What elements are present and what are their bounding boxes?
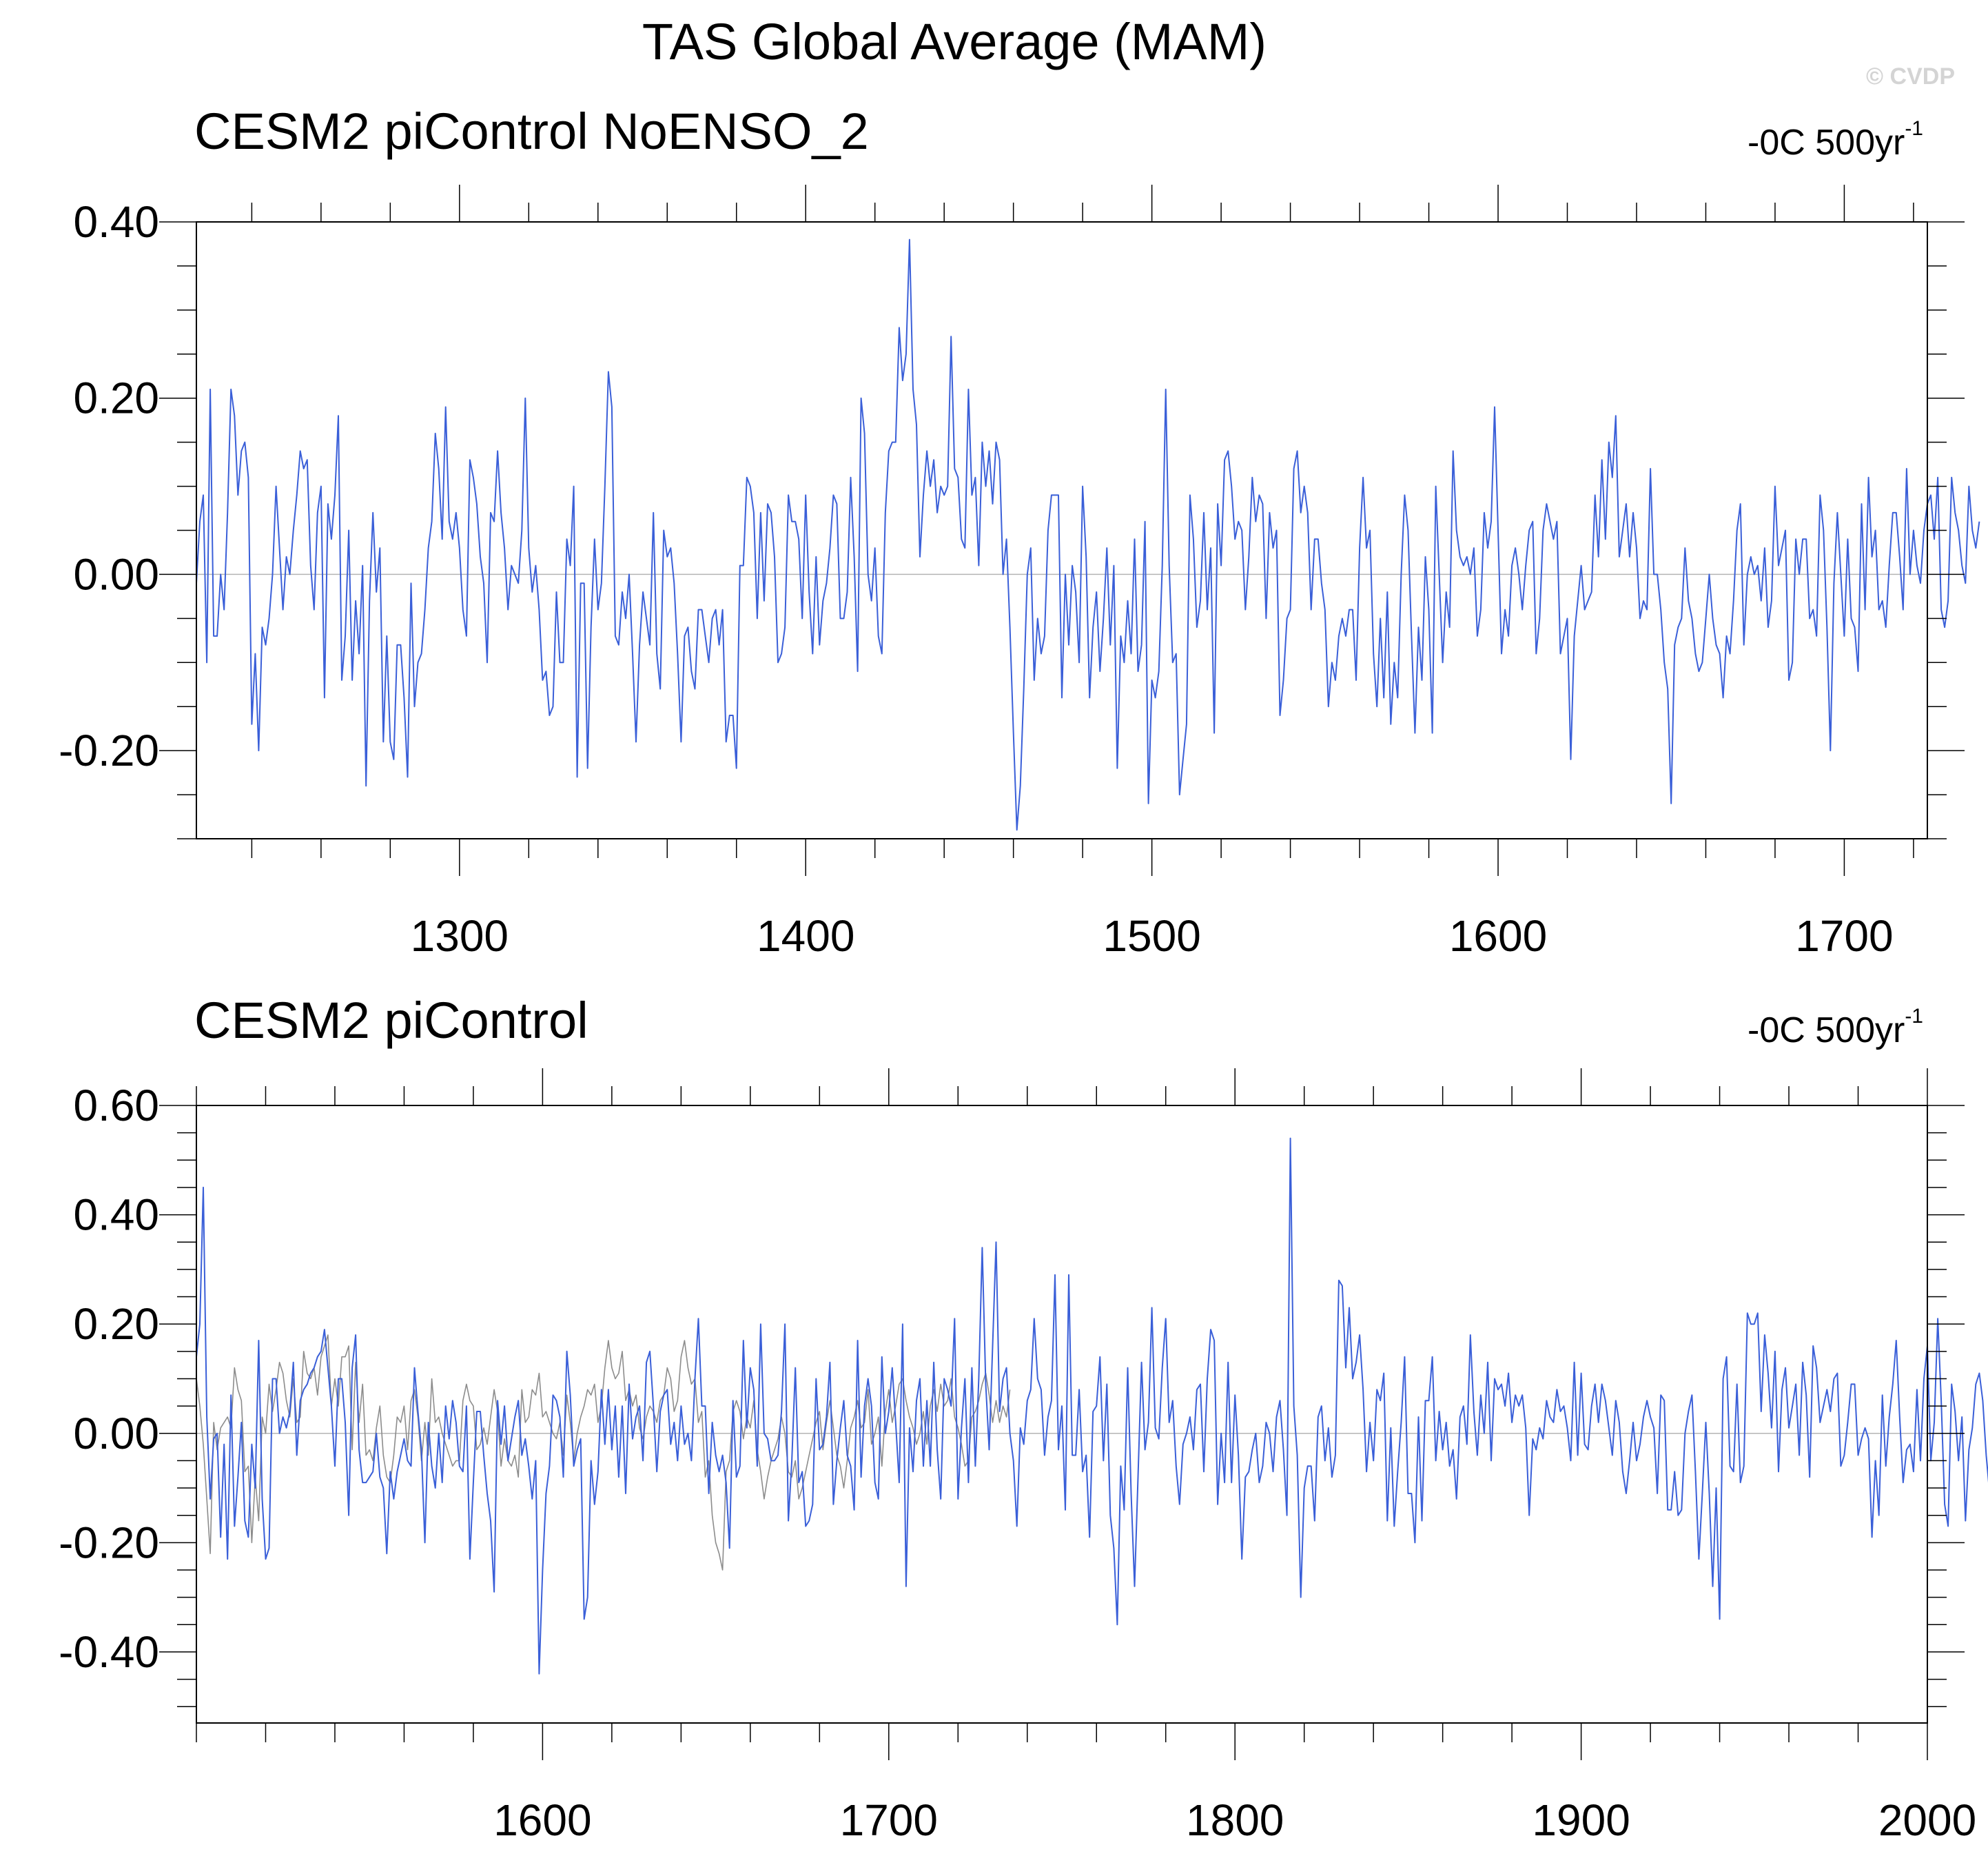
figure-title: TAS Global Average (MAM) — [642, 13, 1267, 70]
panel-1: 0.40 0.20 0.00 -0.20 1300 1400 1500 1600 1700 — [59, 185, 1980, 961]
panel-2-trend-label: -0C 500yr-1 — [1748, 1005, 1923, 1051]
series-line-1 — [196, 1137, 1988, 1675]
x-tick-label: 1500 — [1103, 911, 1200, 961]
plot-frame — [196, 1105, 1928, 1724]
x-tick-label: 1400 — [757, 911, 854, 961]
panel-2-title: CESM2 piControl — [194, 992, 588, 1049]
plot-frame — [196, 221, 1928, 839]
credit-watermark: © CVDP — [1866, 63, 1955, 90]
panel-1-title: CESM2 piControl NoENSO_2 — [194, 103, 869, 160]
y-tick-label: -0.40 — [59, 1627, 159, 1677]
x-tick-label: 1700 — [840, 1795, 938, 1845]
y-tick-label: 0.60 — [73, 1081, 159, 1130]
panel-1-trend-label: -0C 500yr-1 — [1748, 117, 1923, 163]
y-tick-label: 0.20 — [73, 1299, 159, 1349]
panel-2-trend-exponent: -1 — [1905, 1005, 1923, 1028]
x-tick-label: 1800 — [1186, 1795, 1284, 1845]
y-tick-label: -0.20 — [59, 1518, 159, 1567]
series-line-2 — [196, 1334, 1011, 1571]
y-tick-label: 0.20 — [73, 374, 159, 423]
y-tick-label: 0.40 — [73, 197, 159, 247]
x-tick-label: 1600 — [493, 1795, 591, 1845]
panel-2-trend-text: -0C 500yr — [1748, 1010, 1905, 1050]
x-tick-label: 1600 — [1449, 911, 1547, 961]
y-tick-label: 0.00 — [73, 1409, 159, 1458]
x-tick-label: 2000 — [1878, 1795, 1976, 1845]
panel-2: 0.60 0.40 0.20 0.00 -0.20 -0.40 1600 1700 1800 19… — [59, 1068, 1988, 1845]
panel-1-trend-exponent: -1 — [1905, 117, 1923, 140]
x-tick-label: 1700 — [1795, 911, 1893, 961]
y-tick-label: -0.20 — [59, 726, 159, 775]
panel-1-trend-text: -0C 500yr — [1748, 123, 1905, 163]
x-tick-label: 1900 — [1532, 1795, 1630, 1845]
series-line-1 — [196, 238, 1980, 831]
y-tick-label: 0.40 — [73, 1190, 159, 1240]
x-tick-label: 1300 — [411, 911, 509, 961]
y-tick-label: 0.00 — [73, 549, 159, 599]
